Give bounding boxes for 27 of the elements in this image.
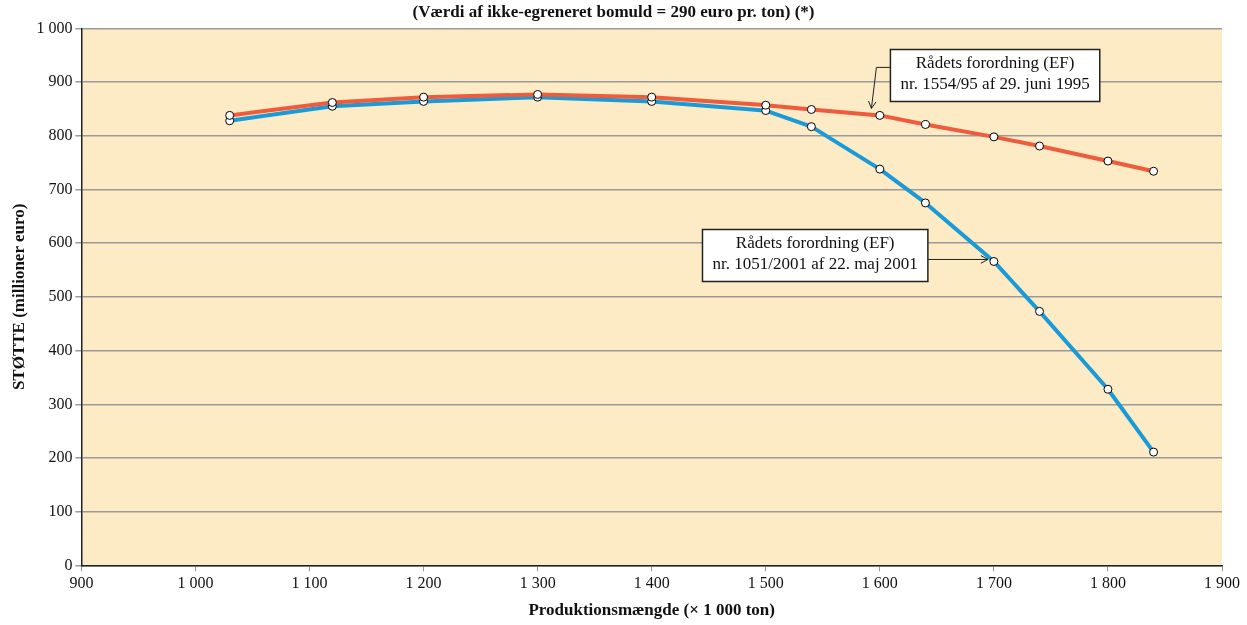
y-tick-label: 1 000 — [36, 18, 73, 36]
x-tick-label: 1 100 — [291, 574, 328, 592]
x-tick-label: 1 400 — [633, 574, 670, 592]
y-tick-label: 300 — [48, 394, 73, 412]
y-tick-label: 700 — [48, 179, 73, 197]
x-tick-label: 1 700 — [975, 574, 1012, 592]
y-tick-label: 400 — [48, 340, 73, 358]
y-tick-label: 600 — [48, 233, 73, 251]
x-tick-label: 1 900 — [1204, 574, 1240, 592]
annotation: Rådets forordning (EF) nr. 1554/95 af 29. juni 1995 — [900, 53, 1090, 94]
x-axis-title: Produktionsmængde (× 1 000 ton) — [528, 600, 775, 620]
x-tick-label: 1 200 — [405, 574, 442, 592]
x-tick-label: 1 000 — [177, 574, 214, 592]
y-tick-label: 0 — [64, 555, 73, 573]
x-tick-label: 900 — [69, 574, 94, 592]
x-tick-label: 1 500 — [747, 574, 784, 592]
annotation: Rådets forordning (EF) nr. 1051/2001 af 22. maj 2001 — [712, 233, 918, 274]
x-tick-label: 1 600 — [861, 574, 898, 592]
x-tick-label: 1 300 — [519, 574, 556, 592]
y-axis-title: STØTTE (millioner euro) — [8, 203, 28, 391]
y-tick-label: 800 — [48, 126, 73, 143]
y-tick-label: 500 — [48, 287, 73, 305]
x-tick-label: 1 800 — [1089, 574, 1126, 592]
y-tick-label: 200 — [48, 448, 73, 466]
y-tick-label: 900 — [48, 72, 73, 90]
chart-title: (Værdi af ikke-egreneret bomuld = 290 euro pr. ton) (*) — [412, 1, 815, 21]
y-tick-label: 100 — [48, 501, 73, 519]
